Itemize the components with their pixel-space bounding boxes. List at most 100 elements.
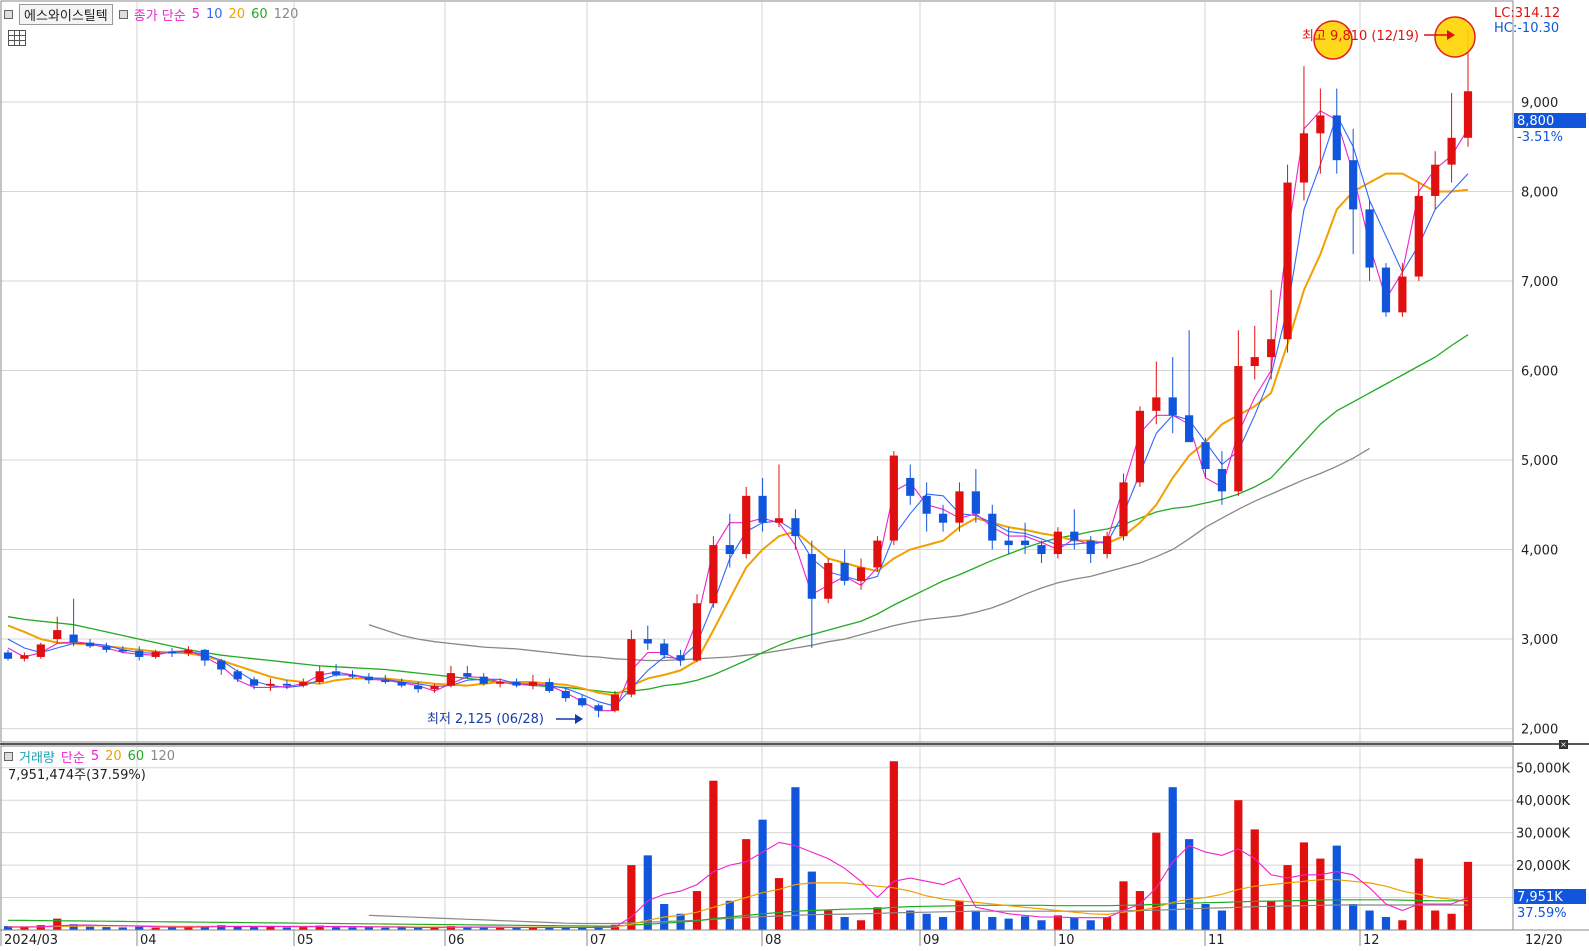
volume-bar <box>217 925 226 930</box>
candle-body <box>1250 357 1259 367</box>
vol-ma-period-20[interactable]: 20 <box>105 748 122 764</box>
candle-body <box>1299 133 1309 183</box>
volume-bar <box>1463 861 1473 930</box>
price-tick-label: 2,000 <box>1521 723 1558 738</box>
volume-bar <box>1168 787 1177 930</box>
volume-bar <box>971 910 980 930</box>
candle-body <box>1349 160 1358 210</box>
volume-bar <box>381 927 390 930</box>
candle-body <box>200 649 209 661</box>
ma-period-120[interactable]: 120 <box>273 6 299 22</box>
candle-body <box>397 682 406 686</box>
candle-body <box>627 639 636 695</box>
volume-bar <box>331 926 341 930</box>
volume-bar <box>397 927 406 930</box>
candle-body <box>528 682 538 686</box>
candle-body <box>1053 531 1062 555</box>
candle-body <box>151 651 160 657</box>
price-change: -3.51% <box>1517 130 1563 145</box>
price-indicator-label[interactable]: 종가 단순 <box>133 8 186 24</box>
candle-body <box>463 673 472 677</box>
volume-ma-label[interactable]: 단순 <box>60 750 85 766</box>
volume-bar <box>348 927 357 930</box>
volume-bar <box>184 927 193 930</box>
candle-body <box>610 694 620 711</box>
vol-ma-period-120[interactable]: 120 <box>150 748 176 764</box>
candle-body <box>20 655 29 659</box>
ma-period-20[interactable]: 20 <box>228 6 246 22</box>
date-tick-label: 12/20 <box>1525 933 1562 948</box>
candle-body <box>1316 115 1325 134</box>
candle-body <box>217 660 226 670</box>
candle-body <box>496 682 505 684</box>
price-tick-label: 6,000 <box>1521 365 1558 380</box>
price-header: 에스와이스틸텍 종가 단순 5 10 20 60 120 <box>4 3 299 25</box>
volume-bar <box>709 780 718 930</box>
volume-tick-label: 20,000K <box>1516 859 1570 874</box>
candle-body <box>578 698 587 706</box>
volume-bar <box>69 924 78 930</box>
vol-ma-period-5[interactable]: 5 <box>90 748 100 764</box>
volume-bar <box>824 910 833 930</box>
volume-bar <box>545 927 554 930</box>
candle-body <box>3 652 13 659</box>
vol-ma-period-60[interactable]: 60 <box>127 748 145 764</box>
candle-body <box>1267 339 1276 358</box>
candle-body <box>643 639 652 644</box>
candle-body <box>676 655 685 661</box>
candle-body <box>791 518 800 537</box>
ma-period-10[interactable]: 10 <box>206 6 223 22</box>
volume-bar <box>1316 858 1325 930</box>
low-arrowhead-icon <box>575 714 583 724</box>
candle-body <box>1086 540 1095 555</box>
date-tick-label: 05 <box>297 933 314 948</box>
volume-tag: 7,951K <box>1517 890 1563 905</box>
candle-body <box>1168 397 1177 416</box>
stock-name[interactable]: 에스와이스틸텍 <box>19 3 113 25</box>
volume-bar <box>873 907 882 930</box>
volume-bar <box>1381 917 1391 930</box>
ma-period-60[interactable]: 60 <box>251 6 268 22</box>
date-tick-label: 06 <box>448 933 465 948</box>
volume-bar <box>446 926 456 930</box>
volume-bar <box>1250 829 1259 930</box>
volume-bar <box>725 900 734 930</box>
volume-bar <box>807 871 816 930</box>
hc-value: HC:-10.30 <box>1494 21 1560 36</box>
candle-body <box>102 646 111 650</box>
volume-bar <box>1234 800 1243 930</box>
volume-tick-label: 50,000K <box>1516 762 1570 777</box>
volume-bar <box>299 927 308 930</box>
candle-body <box>1201 442 1210 469</box>
candle-body <box>331 671 341 675</box>
volume-moving-averages <box>7 841 1469 929</box>
volume-pct: 37.59% <box>1517 906 1567 921</box>
indicator-square-icon[interactable] <box>118 9 128 19</box>
volume-bar <box>922 913 931 930</box>
close-icon[interactable]: × <box>1559 740 1568 749</box>
date-tick-label: 2024/03 <box>4 933 58 948</box>
volume-square-icon[interactable] <box>4 751 13 761</box>
table-grid-icon[interactable] <box>8 30 26 46</box>
volume-bar <box>315 925 324 930</box>
annotations: 최고 9,810 (12/19) 최저 2,125 (06/28) <box>427 16 1476 727</box>
volume-bar <box>479 927 488 930</box>
candle-body <box>709 545 718 604</box>
date-tick-label: 09 <box>923 933 940 948</box>
volume-bar <box>1349 904 1358 930</box>
candle-body <box>1463 91 1473 138</box>
volume-bar <box>430 927 439 930</box>
candle-body <box>1365 209 1374 268</box>
volume-bar <box>1299 842 1309 930</box>
volume-bar <box>36 925 45 930</box>
volume-bar <box>1365 910 1374 930</box>
candle-body <box>1332 115 1341 161</box>
volume-bar <box>938 917 948 930</box>
ma-period-5[interactable]: 5 <box>191 6 200 22</box>
candle-body <box>955 491 964 523</box>
volume-title[interactable]: 거래량 <box>19 750 55 766</box>
volume-bar <box>1020 916 1030 930</box>
volume-bar <box>151 927 160 930</box>
panel-square-icon[interactable] <box>4 9 13 19</box>
